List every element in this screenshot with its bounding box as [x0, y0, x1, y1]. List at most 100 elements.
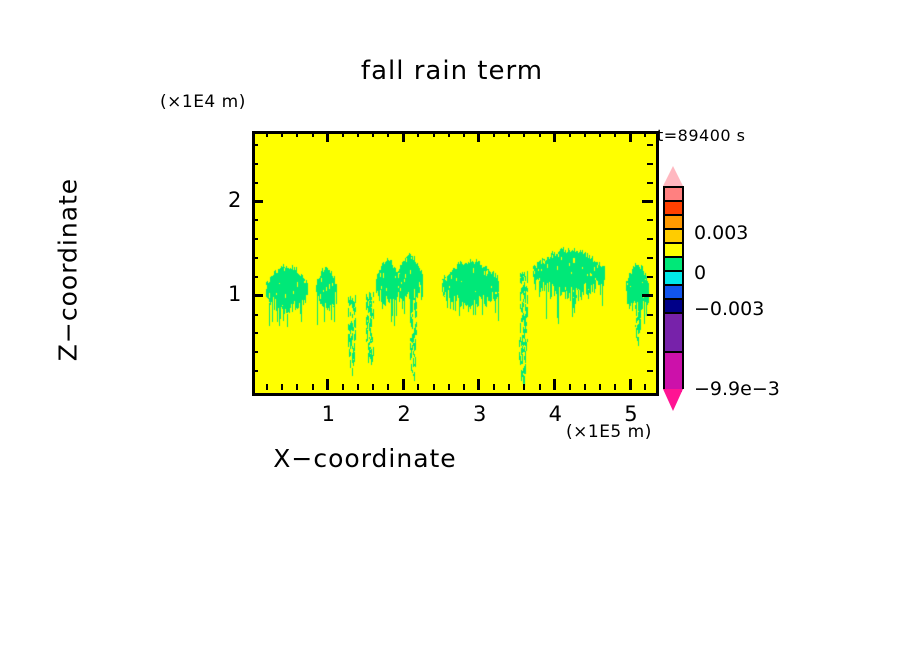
- tick-mark: [296, 384, 299, 390]
- tick-mark: [477, 379, 481, 390]
- contour-field: [255, 134, 656, 393]
- tick-mark: [252, 351, 258, 354]
- tick-mark: [568, 384, 571, 390]
- tick-mark: [647, 351, 653, 354]
- tick-mark: [462, 131, 465, 137]
- tick-mark: [647, 144, 653, 147]
- tick-mark: [311, 131, 314, 137]
- colorbar-segment: [665, 272, 682, 286]
- tick-mark: [252, 294, 263, 298]
- colorbar-segment: [665, 353, 682, 392]
- colorbar-segment: [665, 188, 682, 202]
- colorbar-segment: [665, 300, 682, 314]
- tick-mark: [252, 144, 258, 147]
- tick-mark: [252, 332, 258, 335]
- tick-mark: [252, 257, 258, 260]
- tick-mark: [614, 131, 617, 137]
- x-tick-label: 4: [548, 402, 563, 426]
- tick-mark: [553, 379, 557, 390]
- colorbar-segment: [665, 230, 682, 244]
- tick-mark: [372, 131, 375, 137]
- tick-mark: [252, 219, 258, 222]
- colorbar-bottom-arrow: [663, 389, 683, 411]
- tick-mark: [538, 384, 541, 390]
- tick-mark: [252, 275, 258, 278]
- colorbar-segment: [665, 286, 682, 300]
- tick-mark: [326, 131, 330, 142]
- y-axis-unit-label: (×1E4 m): [160, 92, 246, 112]
- time-annotation: t=89400 s: [657, 126, 746, 145]
- tick-mark: [252, 370, 258, 373]
- tick-mark: [493, 384, 496, 390]
- tick-mark: [647, 313, 653, 316]
- colorbar-segment: [665, 258, 682, 272]
- tick-mark: [401, 131, 405, 142]
- tick-mark: [647, 257, 653, 260]
- tick-mark: [508, 131, 511, 137]
- plot-area: [252, 131, 659, 396]
- tick-mark: [387, 131, 390, 137]
- tick-mark: [341, 384, 344, 390]
- tick-mark: [432, 131, 435, 137]
- tick-mark: [599, 131, 602, 137]
- tick-mark: [614, 384, 617, 390]
- y-tick-label: 1: [228, 281, 242, 306]
- x-tick-label: 1: [321, 402, 336, 426]
- tick-mark: [647, 275, 653, 278]
- tick-mark: [642, 200, 653, 204]
- x-tick-label: 3: [472, 402, 487, 426]
- x-axis-unit-label: (×1E5 m): [566, 422, 652, 442]
- x-tick-label: 2: [397, 402, 411, 426]
- tick-mark: [523, 384, 526, 390]
- tick-mark: [252, 238, 258, 241]
- tick-mark: [266, 131, 269, 137]
- tick-mark: [447, 384, 450, 390]
- tick-mark: [644, 131, 647, 137]
- colorbar-tick-label: −9.9e−3: [694, 378, 780, 400]
- tick-mark: [568, 131, 571, 137]
- tick-mark: [647, 219, 653, 222]
- tick-mark: [252, 313, 258, 316]
- x-tick-label: 5: [624, 402, 638, 426]
- tick-mark: [266, 384, 269, 390]
- page-title: fall rain term: [360, 56, 544, 86]
- tick-mark: [432, 384, 435, 390]
- tick-mark: [341, 131, 344, 137]
- colorbar-tick-label: 0.003: [694, 222, 749, 244]
- colorbar-segment: [665, 314, 682, 353]
- tick-mark: [647, 181, 653, 184]
- y-axis-title: Z−coordinate: [53, 177, 83, 362]
- tick-mark: [628, 131, 632, 142]
- tick-mark: [326, 379, 330, 390]
- colorbar: [663, 186, 684, 392]
- tick-mark: [281, 384, 284, 390]
- tick-mark: [642, 294, 653, 298]
- tick-mark: [493, 131, 496, 137]
- tick-mark: [252, 162, 258, 165]
- tick-mark: [538, 131, 541, 137]
- tick-mark: [583, 384, 586, 390]
- tick-mark: [583, 131, 586, 137]
- tick-mark: [281, 131, 284, 137]
- colorbar-top-arrow: [663, 166, 683, 186]
- tick-mark: [356, 384, 359, 390]
- tick-mark: [647, 370, 653, 373]
- tick-mark: [644, 384, 647, 390]
- tick-mark: [553, 131, 557, 142]
- tick-mark: [647, 238, 653, 241]
- tick-mark: [417, 131, 420, 137]
- colorbar-segment: [665, 244, 682, 258]
- tick-mark: [401, 379, 405, 390]
- tick-mark: [599, 384, 602, 390]
- tick-mark: [647, 332, 653, 335]
- tick-mark: [447, 131, 450, 137]
- tick-mark: [356, 131, 359, 137]
- tick-mark: [647, 162, 653, 165]
- colorbar-segment: [665, 202, 682, 216]
- tick-mark: [252, 200, 263, 204]
- colorbar-tick-label: −0.003: [694, 298, 765, 320]
- tick-mark: [508, 384, 511, 390]
- colorbar-segment: [665, 216, 682, 230]
- tick-mark: [372, 384, 375, 390]
- y-tick-label: 2: [228, 187, 242, 212]
